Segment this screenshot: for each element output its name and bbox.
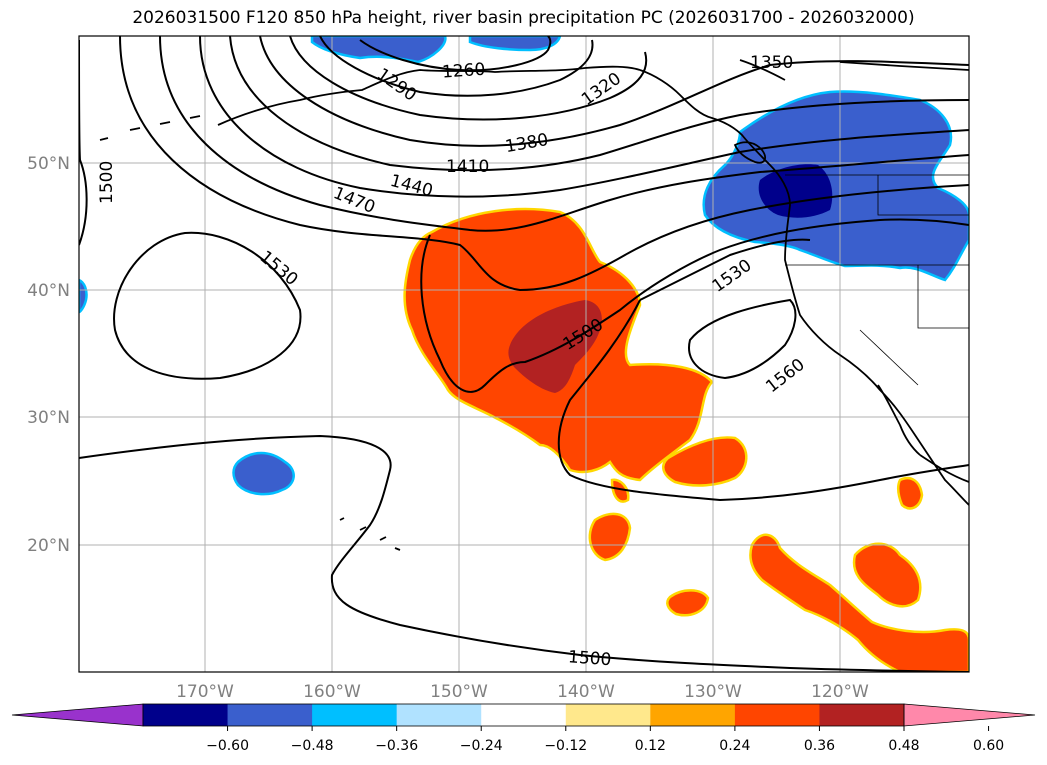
negative-anomaly-shading bbox=[79, 36, 969, 496]
canada-inland-coast bbox=[739, 59, 969, 81]
colorbar-cell bbox=[819, 704, 905, 726]
contour-label-1260: 1260 bbox=[441, 60, 486, 83]
contour-1470 bbox=[119, 36, 969, 292]
positive-area-southeast-b bbox=[852, 542, 922, 608]
contour-1320 bbox=[289, 36, 648, 121]
strong-positive-shading bbox=[508, 300, 602, 393]
colorbar-tick-label: −0.36 bbox=[375, 738, 418, 754]
negative-area-dateline bbox=[79, 278, 88, 314]
colorbar-tick-label: −0.24 bbox=[460, 738, 503, 754]
lon-tick-130w: 130°W bbox=[684, 682, 742, 702]
negative-area-alaska bbox=[310, 36, 447, 64]
aleutian-islands bbox=[99, 115, 201, 141]
lon-tick-170w: 170°W bbox=[176, 682, 234, 702]
positive-area-small-c bbox=[610, 478, 630, 503]
contour-1530-west bbox=[113, 231, 302, 380]
contour-1260 bbox=[359, 36, 552, 72]
colorbar-cell bbox=[143, 704, 229, 726]
colorbar-extend-low bbox=[11, 703, 144, 727]
positive-area-hawaii-east bbox=[662, 436, 748, 487]
contour-1290 bbox=[319, 36, 594, 97]
colorbar-cell bbox=[481, 704, 567, 726]
state-borders bbox=[785, 174, 969, 386]
colorbar-cell bbox=[650, 704, 736, 726]
positive-area-southeast bbox=[749, 533, 969, 672]
contour-label-1410: 1410 bbox=[446, 157, 489, 177]
lon-tick-160w: 160°W bbox=[303, 682, 361, 702]
positive-area-small-b bbox=[666, 589, 710, 617]
colorbar-tick-label: 0.60 bbox=[973, 738, 1004, 754]
contour-label-1500-north: 1500 bbox=[97, 161, 117, 204]
colorbar-tick-label: 0.24 bbox=[719, 738, 750, 754]
lon-tick-150w: 150°W bbox=[430, 682, 488, 702]
contour-1500-south bbox=[79, 434, 969, 672]
strong-positive-core bbox=[508, 300, 602, 393]
map-panel[interactable]: 1260 1290 1320 1350 1380 1410 1440 1470 … bbox=[79, 36, 969, 672]
contour-1560 bbox=[688, 298, 797, 380]
colorbar: −0.60 −0.48 −0.36 −0.24 −0.12 0.12 0.24 0.36 0.4… bbox=[11, 703, 1036, 754]
positive-area-baja bbox=[897, 476, 924, 510]
lon-tick-140w: 140°W bbox=[557, 682, 615, 702]
alaska-south-coast bbox=[217, 65, 641, 126]
contour-1350 bbox=[259, 36, 969, 147]
contour-1530-east bbox=[557, 299, 969, 502]
lat-tick-20n: 20°N bbox=[27, 536, 70, 556]
contour-1530-ne bbox=[639, 238, 811, 301]
lat-tick-labels: 50°N 40°N 30°N 20°N bbox=[27, 154, 70, 556]
lat-tick-40n: 40°N bbox=[27, 281, 70, 301]
colorbar-cells bbox=[143, 704, 905, 726]
colorbar-cell bbox=[396, 704, 482, 726]
lat-tick-30n: 30°N bbox=[27, 408, 70, 428]
map-frame bbox=[78, 35, 970, 673]
hawaiian-islands bbox=[339, 517, 401, 551]
vancouver-island bbox=[733, 141, 766, 164]
colorbar-cell bbox=[312, 704, 398, 726]
colorbar-ticks: −0.60 −0.48 −0.36 −0.24 −0.12 0.12 0.24 0.36 0.4… bbox=[206, 726, 1004, 754]
colorbar-tick-label: −0.48 bbox=[291, 738, 334, 754]
colorbar-cell bbox=[565, 704, 651, 726]
colorbar-tick-label: 0.36 bbox=[804, 738, 835, 754]
north-america-west-coast bbox=[639, 69, 969, 506]
baja-peninsula bbox=[877, 384, 921, 456]
coastlines bbox=[99, 59, 969, 551]
height-contours bbox=[79, 36, 969, 672]
lon-tick-120w: 120°W bbox=[811, 682, 869, 702]
contour-1500-main bbox=[420, 218, 969, 393]
negative-area-gulf-alaska bbox=[468, 36, 562, 52]
lon-tick-labels: 170°W 160°W 150°W 140°W 130°W 120°W bbox=[176, 682, 869, 702]
colorbar-tick-label: −0.60 bbox=[206, 738, 249, 754]
contour-1440 bbox=[159, 36, 969, 232]
colorbar-cell bbox=[734, 704, 820, 726]
colorbar-tick-label: −0.12 bbox=[544, 738, 587, 754]
negative-area-hawaii-west bbox=[232, 451, 295, 496]
contour-1380 bbox=[229, 36, 969, 172]
positive-area-small-a bbox=[588, 512, 632, 562]
colorbar-extend-high bbox=[903, 703, 1036, 727]
colorbar-tick-label: 0.48 bbox=[888, 738, 919, 754]
map-title: 2026031500 F120 850 hPa height, river ba… bbox=[132, 8, 915, 28]
lat-tick-50n: 50°N bbox=[27, 154, 70, 174]
contour-1410 bbox=[199, 36, 969, 198]
colorbar-cell bbox=[227, 704, 313, 726]
contour-label-1500-south: 1500 bbox=[567, 647, 612, 670]
colorbar-tick-label: 0.12 bbox=[635, 738, 666, 754]
contour-label-1350: 1350 bbox=[750, 53, 793, 73]
